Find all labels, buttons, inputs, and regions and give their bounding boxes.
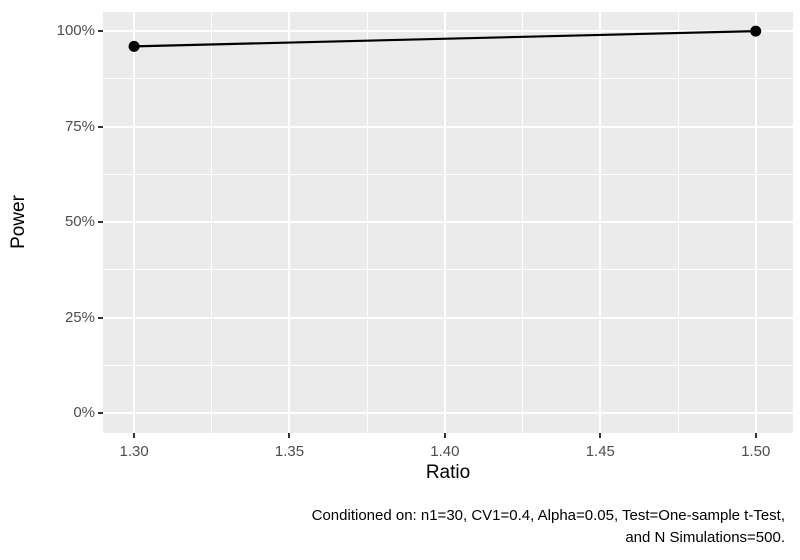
x-axis-tick-mark	[288, 433, 291, 438]
data-point	[750, 25, 762, 37]
major-gridline-horizontal	[103, 221, 793, 224]
x-axis-tick-mark	[754, 433, 757, 438]
caption-line-1: Conditioned on: n1=30, CV1=0.4, Alpha=0.…	[311, 507, 785, 524]
y-tick-label: 25%	[64, 308, 95, 326]
series-line	[134, 30, 756, 48]
x-tick-label: 1.45	[585, 443, 615, 460]
data-point	[128, 40, 140, 52]
y-axis-tick-mark	[98, 30, 103, 33]
x-axis-tick-mark	[443, 433, 446, 438]
x-tick-label: 1.50	[741, 443, 771, 460]
minor-gridline-horizontal	[103, 364, 793, 366]
y-tick-label: 50%	[64, 213, 95, 231]
y-tick-label: 0%	[73, 404, 95, 422]
minor-gridline-horizontal	[103, 78, 793, 80]
y-tick-label: 75%	[64, 117, 95, 135]
major-gridline-horizontal	[103, 412, 793, 415]
minor-gridline-horizontal	[103, 269, 793, 271]
minor-gridline-horizontal	[103, 173, 793, 175]
y-axis-title: Power	[8, 195, 29, 249]
y-axis-tick-mark	[98, 412, 103, 415]
x-tick-label: 1.40	[430, 443, 460, 460]
y-axis-tick-mark	[98, 316, 103, 319]
y-axis-tick-mark	[98, 221, 103, 224]
x-tick-label: 1.35	[274, 443, 305, 460]
x-axis-title: Ratio	[425, 462, 471, 483]
caption-line-2: and N Simulations=500.	[625, 529, 785, 546]
chart-caption: Conditioned on: n1=30, CV1=0.4, Alpha=0.…	[312, 505, 785, 549]
x-tick-label: 1.30	[119, 443, 149, 460]
x-axis-tick-mark	[133, 433, 136, 438]
major-gridline-horizontal	[103, 30, 793, 33]
x-axis-tick-mark	[599, 433, 602, 438]
y-tick-label: 100%	[56, 22, 95, 40]
series-layer	[128, 25, 762, 52]
major-gridline-horizontal	[103, 316, 793, 319]
y-axis-tick-mark	[98, 125, 103, 128]
plot-panel	[103, 12, 793, 433]
major-gridline-horizontal	[103, 125, 793, 128]
